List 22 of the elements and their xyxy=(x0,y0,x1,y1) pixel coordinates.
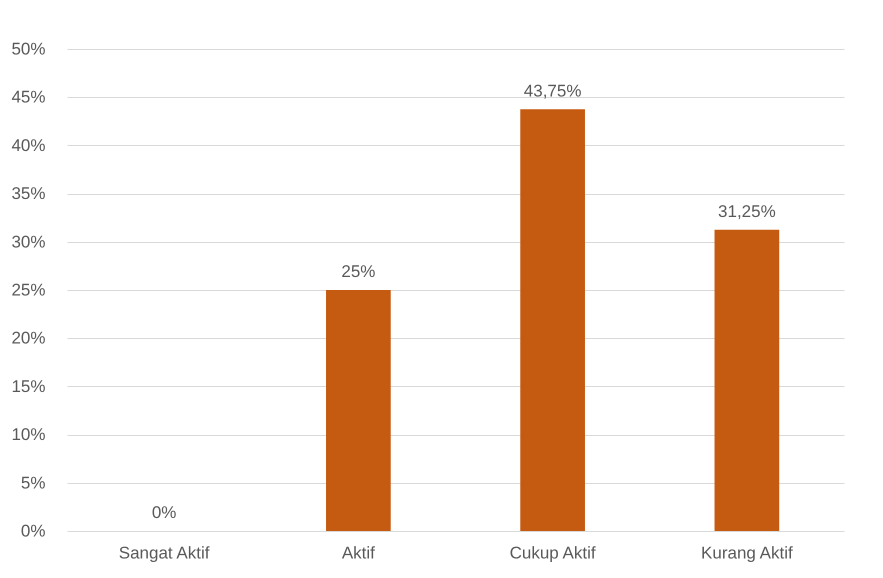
x-tick-label: Sangat Aktif xyxy=(118,544,210,562)
bar xyxy=(520,109,585,531)
y-tick-label: 5% xyxy=(20,473,46,492)
y-tick-label: 50% xyxy=(11,40,46,58)
bar xyxy=(714,230,780,531)
y-tick-label: 20% xyxy=(11,328,46,348)
y-tick-label: 35% xyxy=(11,184,46,204)
y-tick-label: 30% xyxy=(11,232,46,252)
y-tick-label: 10% xyxy=(11,425,46,444)
y-tick-label: 40% xyxy=(11,136,46,155)
y-tick-label: 0% xyxy=(20,522,46,540)
x-tick-label: Cukup Aktif xyxy=(510,544,596,562)
bar xyxy=(326,290,391,531)
y-tick-label: 45% xyxy=(11,88,46,107)
data-label: 43,75% xyxy=(524,81,582,100)
y-tick-label: 15% xyxy=(11,376,46,396)
data-label: 31,25% xyxy=(718,202,776,221)
y-tick-label: 25% xyxy=(11,280,46,300)
x-tick-label: Kurang Aktif xyxy=(701,544,793,562)
data-label: 25% xyxy=(341,262,376,281)
x-tick-label: Aktif xyxy=(342,544,376,562)
data-label: 0% xyxy=(152,503,176,522)
